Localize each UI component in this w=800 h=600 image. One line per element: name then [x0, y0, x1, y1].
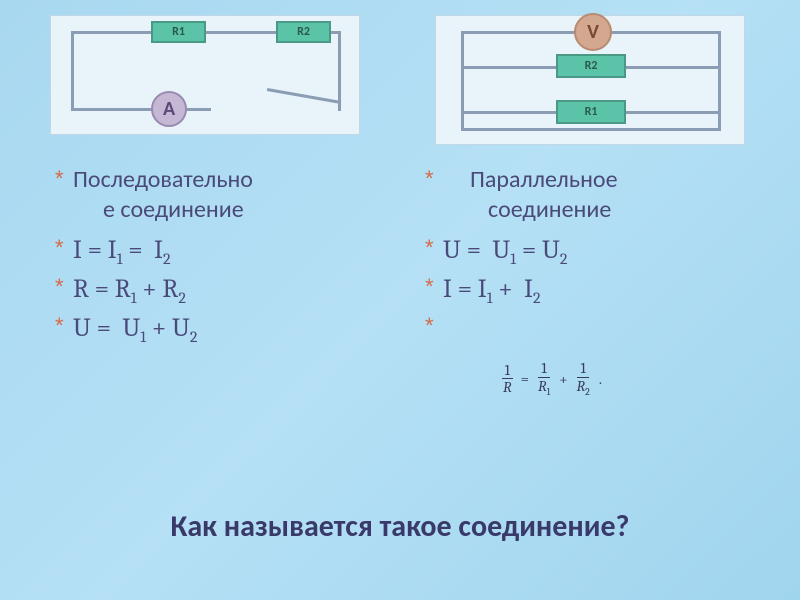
heading-line1: Последовательно [73, 165, 253, 194]
heading-line2: е соединение [73, 195, 244, 224]
wire [338, 31, 341, 111]
fraction-1-over-R: 1 R [500, 362, 515, 396]
denominator: R1 [535, 378, 553, 398]
period: . [599, 370, 602, 388]
denominator: R [500, 379, 515, 396]
wire [626, 111, 721, 114]
fraction-1-over-R2: 1 R2 [574, 360, 593, 398]
series-column: Последовательно е соединение I = I1 = I2… [0, 165, 400, 353]
equals-sign: = [521, 370, 529, 388]
parallel-formula-resistance: 1 R = 1 R1 + 1 R2 . [500, 360, 602, 398]
wire [718, 31, 721, 131]
wire [461, 111, 556, 114]
switch-wire [267, 88, 341, 104]
series-formula-current: I = I1 = I2 [55, 235, 370, 268]
heading-line1: Параллельное [470, 165, 618, 194]
series-formula-voltage: U = U1 + U2 [55, 313, 370, 346]
wire [71, 31, 74, 111]
series-circuit-diagram: R1 R2 A [50, 15, 360, 135]
fraction-1-over-R1: 1 R1 [535, 360, 553, 398]
plus-sign: + [559, 370, 567, 388]
numerator: 1 [538, 360, 549, 378]
resistor-r2: R2 [276, 21, 331, 43]
wire [461, 31, 464, 131]
wire [71, 108, 211, 111]
parallel-formula-voltage: U = U1 = U2 [425, 235, 770, 268]
voltmeter-icon: V [574, 13, 612, 51]
wire [461, 66, 556, 69]
parallel-formula-resistance-bullet [425, 313, 770, 343]
numerator: 1 [577, 360, 588, 378]
heading-line2: соединение [470, 195, 611, 224]
numerator: 1 [502, 362, 513, 380]
resistor-r1: R1 [151, 21, 206, 43]
parallel-column: Параллельное соединение U = U1 = U2 I = … [400, 165, 800, 353]
parallel-heading: Параллельное соединение [425, 165, 770, 225]
series-heading: Последовательно е соединение [55, 165, 370, 225]
ammeter-icon: A [151, 91, 187, 127]
denominator: R2 [574, 378, 593, 398]
parallel-formula-current: I = I1 + I2 [425, 274, 770, 307]
wire [626, 66, 721, 69]
series-formula-resistance: R = R1 + R2 [55, 274, 370, 307]
content-columns: Последовательно е соединение I = I1 = I2… [0, 165, 800, 353]
parallel-circuit-diagram: V R2 R1 [435, 15, 745, 145]
resistor-r1: R1 [556, 100, 626, 124]
resistor-r2: R2 [556, 54, 626, 78]
question-text: Как называется такое соединение? [0, 508, 800, 545]
wire [461, 128, 721, 131]
